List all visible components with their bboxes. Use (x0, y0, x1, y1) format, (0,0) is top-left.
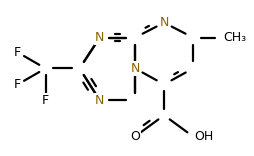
Text: OH: OH (194, 130, 213, 143)
Text: F: F (14, 46, 21, 59)
Text: N: N (130, 62, 139, 75)
Text: N: N (95, 31, 104, 44)
Text: O: O (130, 130, 139, 143)
Text: F: F (14, 78, 21, 91)
Text: N: N (95, 94, 104, 107)
Text: N: N (159, 16, 168, 29)
Text: CH₃: CH₃ (223, 31, 246, 44)
Text: F: F (42, 94, 49, 107)
